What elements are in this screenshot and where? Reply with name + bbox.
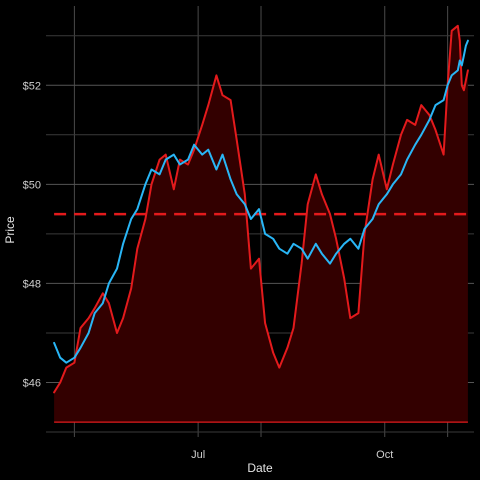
series-1-area: [54, 25, 468, 423]
x-tick-label: Jul: [191, 449, 205, 461]
area-fills: [54, 25, 468, 423]
series-2-line: [53, 39, 469, 364]
series-lines: [53, 24, 469, 394]
x-tick-label: Oct: [376, 449, 393, 461]
y-tick-labels: $46 $48 $50 $52: [23, 80, 41, 389]
y-tick-label: $48: [23, 278, 41, 290]
y-tick-label: $46: [23, 378, 41, 390]
x-tick-labels: Jul Oct: [191, 449, 393, 461]
y-tick-label: $52: [23, 80, 41, 92]
series-1-line: [53, 24, 469, 394]
y-axis-title: Price: [3, 216, 17, 244]
x-axis-title: Date: [247, 461, 273, 475]
y-tick-label: $50: [23, 179, 41, 191]
